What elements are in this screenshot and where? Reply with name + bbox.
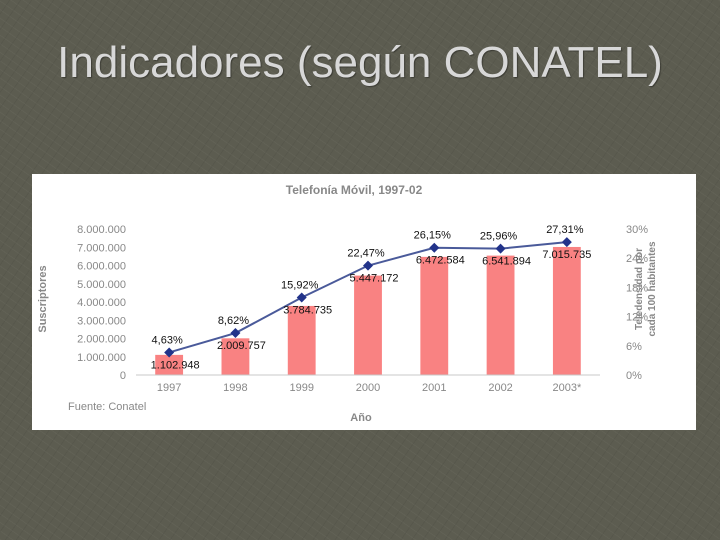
y-tick-label: 3.000.000 [77,315,126,327]
y-tick-label: 8.000.000 [77,224,126,236]
y2-tick-label: 18% [626,282,648,294]
line-value-label: 25,96% [480,231,518,243]
bar-2002 [486,255,515,375]
source-note: Fuente: Conatel [68,401,146,413]
bar-value-label: 6.541.894 [482,256,531,268]
line-group [164,237,572,358]
line-marker-2002 [495,243,506,254]
bar-group [155,246,581,375]
line-value-label: 15,92% [281,280,319,292]
bar-value-labels: 1.102.948 2.009.757 3.784.735 5.447.172 6.47… [151,249,592,371]
y-tick-label: 1.000.000 [77,352,126,364]
bar-1999 [287,305,316,375]
y-tick-label: 0 [120,370,126,382]
line-marker-2000 [363,260,373,271]
x-tick-label: 2001 [422,382,446,394]
x-axis-ticks: 1997 1998 1999 2000 2001 2002 2003* [157,382,582,394]
chart-title: Telefonía Móvil, 1997-02 [286,183,423,197]
bar-value-label: 7.015.735 [542,249,591,261]
chart-svg: Telefonía Móvil, 1997-02 0 1.000.000 2.000… [37,183,658,424]
y-tick-label: 4.000.000 [77,297,126,309]
x-axis-label: Año [350,412,372,424]
line-marker-1999 [296,292,307,303]
chart-panel: Telefonía Móvil, 1997-02 0 1.000.000 2.000… [32,174,696,430]
line-value-labels: 4,63% 8,62% 15,92% 22,47% 26,15% 25,96% 27,31% [152,224,584,346]
line-value-label: 4,63% [152,334,183,346]
y2-axis-ticks: 0% 6% 12% 18% 24% 30% [626,224,648,382]
x-tick-label: 1998 [223,382,247,394]
bar-value-label: 2.009.757 [217,340,266,352]
line-value-label: 27,31% [546,224,584,236]
x-tick-label: 2003* [552,382,581,394]
bar-1998 [221,338,250,375]
bar-value-label: 5.447.172 [350,273,399,285]
y-tick-label: 6.000.000 [77,261,126,273]
bar-value-label: 1.102.948 [151,359,200,371]
y2-tick-label: 12% [626,312,648,324]
y-tick-label: 7.000.000 [77,242,126,254]
y2-tick-label: 0% [626,370,642,382]
line-value-label: 22,47% [347,248,385,260]
x-tick-label: 1997 [157,382,181,394]
bar-value-label: 6.472.584 [416,255,465,267]
bar-2000 [354,275,382,375]
line-marker-2001 [429,242,440,253]
y-axis-ticks: 0 1.000.000 2.000.000 3.000.000 4.000.000 5.0… [77,224,126,382]
y2-tick-label: 24% [626,253,648,265]
y-axis-label: Suscriptores [37,265,49,332]
y2-axis-label-line2: cada 100 habitantes [647,241,658,336]
x-tick-label: 2002 [488,382,512,394]
line-value-label: 26,15% [414,230,452,242]
line-value-label: 8,62% [218,315,249,327]
y-tick-label: 5.000.000 [77,279,126,291]
plot-area: 0 1.000.000 2.000.000 3.000.000 4.000.000 5.0… [77,224,648,394]
bar-value-label: 3.784.735 [283,305,332,317]
slide-title: Indicadores (según CONATEL) [57,38,663,87]
line-marker-1997 [164,347,175,358]
y2-tick-label: 6% [626,341,642,353]
bar-1997 [155,354,184,375]
line-marker-1998 [230,328,241,339]
bar-2001 [420,256,449,375]
bar-2003* [552,246,581,375]
y2-tick-label: 30% [626,224,648,236]
y2-axis-label-line1: Teledensidad por [634,248,645,330]
y-tick-label: 2.000.000 [77,334,126,346]
x-tick-label: 1999 [289,382,313,394]
line-marker-2003* [561,237,572,248]
x-tick-label: 2000 [356,382,380,394]
